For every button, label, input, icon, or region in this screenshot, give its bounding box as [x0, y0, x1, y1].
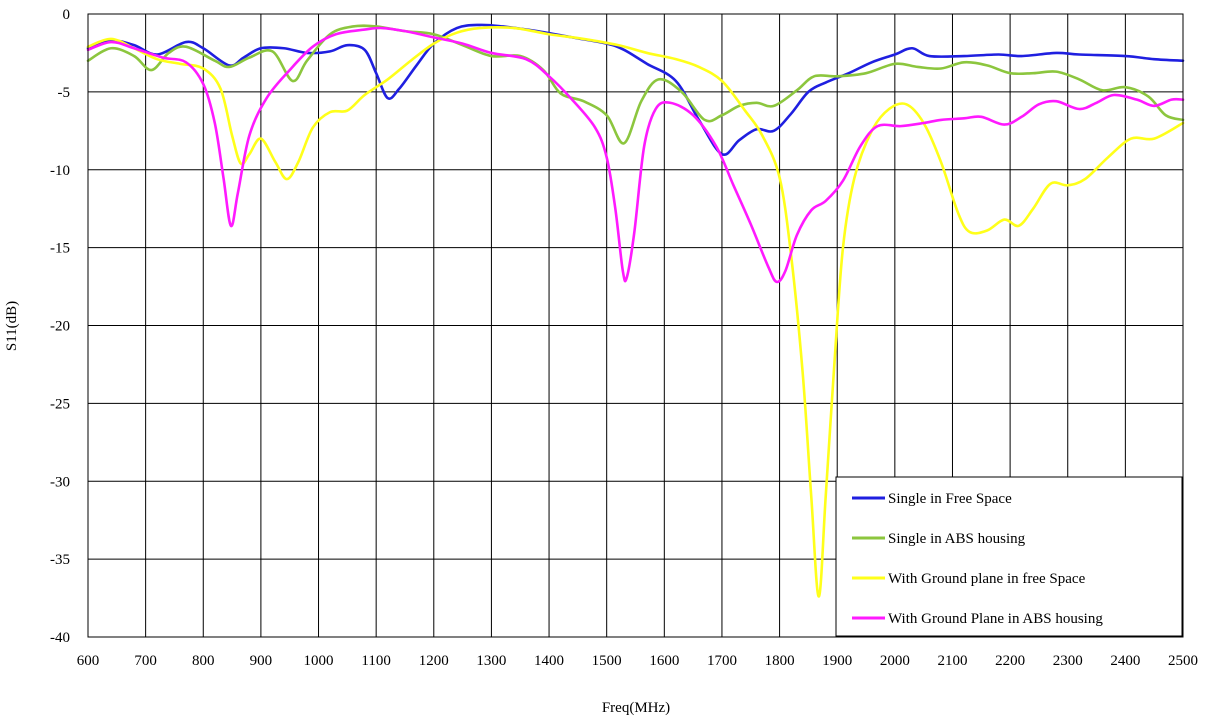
- y-tick-label: -25: [50, 396, 70, 412]
- x-tick-label: 2400: [1110, 653, 1140, 669]
- x-tick-label: 1700: [707, 653, 737, 669]
- x-tick-label: 1300: [476, 653, 506, 669]
- series-line-single-in-free-space: [86, 23, 1185, 156]
- x-tick-label: 1400: [534, 653, 564, 669]
- y-tick-label: 0: [63, 7, 71, 23]
- legend-box: [835, 476, 1183, 637]
- y-tick-label: -15: [50, 241, 70, 257]
- x-tick-label: 600: [77, 653, 100, 669]
- x-tick-label: 700: [134, 653, 157, 669]
- series-lines: [86, 23, 1185, 598]
- x-tick-label: 900: [250, 653, 273, 669]
- y-axis-tick-labels: 0 -5 -10 -15 -20 -25 -30 -35 -40: [50, 7, 70, 646]
- x-tick-label: 2500: [1168, 653, 1198, 669]
- legend-label: With Ground Plane in ABS housing: [888, 611, 1103, 627]
- series-line-with-ground-plane-in-abs-housing: [86, 26, 1185, 284]
- y-tick-label: -10: [50, 163, 70, 179]
- x-tick-label: 800: [192, 653, 215, 669]
- x-tick-label: 2000: [880, 653, 910, 669]
- x-tick-label: 1800: [765, 653, 795, 669]
- x-tick-label: 2300: [1053, 653, 1083, 669]
- legend-label: With Ground plane in free Space: [888, 571, 1086, 587]
- legend: Single in Free Space Single in ABS housin…: [835, 476, 1183, 637]
- legend-label: Single in ABS housing: [888, 531, 1026, 547]
- x-tick-label: 1900: [822, 653, 852, 669]
- x-axis-title: Freq(MHz): [602, 700, 670, 716]
- y-axis-title: S11(dB): [4, 301, 20, 351]
- y-tick-label: -5: [58, 85, 71, 101]
- y-tick-label: -40: [50, 630, 70, 646]
- series-line-with-ground-plane-in-free-space: [86, 26, 1185, 598]
- legend-label: Single in Free Space: [888, 491, 1012, 507]
- x-tick-label: 1200: [419, 653, 449, 669]
- y-tick-label: -20: [50, 319, 70, 335]
- x-tick-label: 2100: [937, 653, 967, 669]
- series-line-single-in-abs-housing: [86, 24, 1185, 145]
- x-tick-label: 1000: [304, 653, 334, 669]
- x-tick-label: 1600: [649, 653, 679, 669]
- x-tick-label: 2200: [995, 653, 1025, 669]
- x-tick-label: 1100: [361, 653, 390, 669]
- y-tick-label: -35: [50, 552, 70, 568]
- x-axis-tick-labels: 600 700 800 900 1000 1100 1200 1300 1400 1500 1600…: [77, 653, 1198, 669]
- x-tick-label: 1500: [592, 653, 622, 669]
- plot-area-frame: [87, 13, 1184, 638]
- y-tick-label: -30: [50, 474, 70, 490]
